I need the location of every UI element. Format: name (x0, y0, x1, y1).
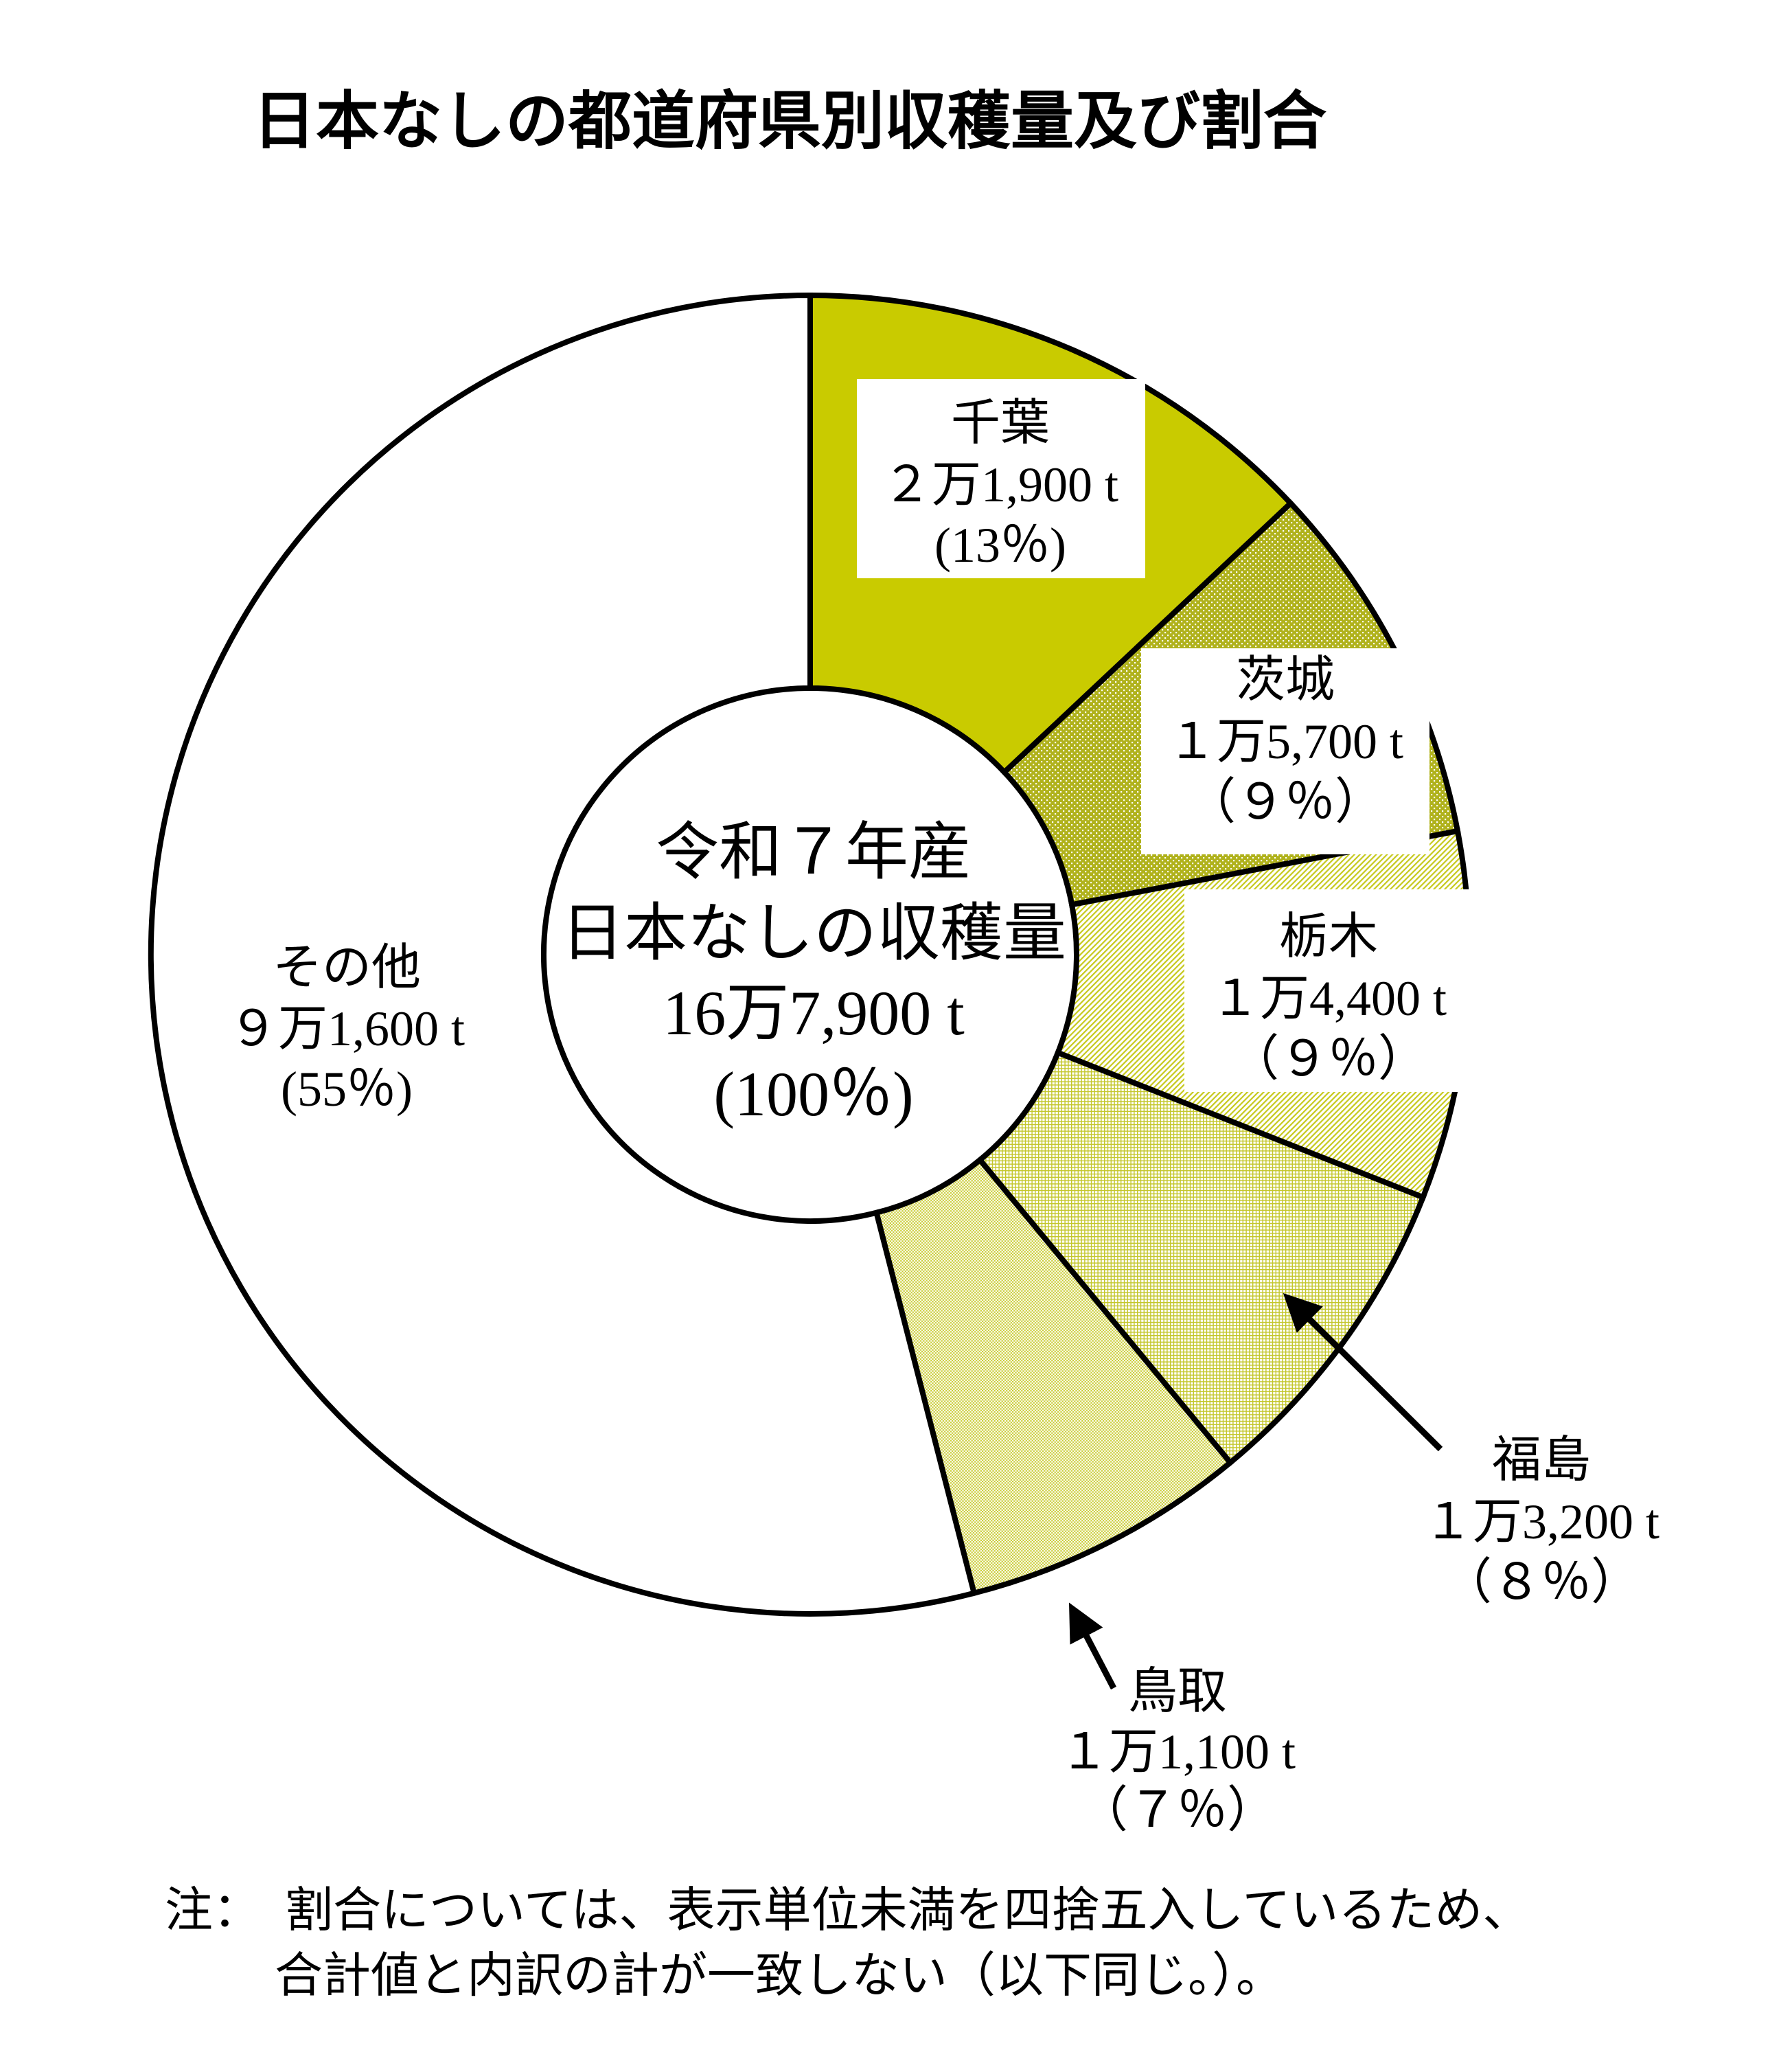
chiba-label-box (857, 379, 1145, 578)
ibaraki-name: 茨城 (1236, 652, 1335, 707)
fukushima-name: 福島 (1492, 1433, 1591, 1488)
footnote-line2: 合計値と内訳の計が一致しない（以下同じ。）。 (275, 1950, 1284, 2003)
label-ibaraki: 茨城 １万5,700 t （９％） (1141, 648, 1429, 854)
tottori-value: １万1,100 t (1059, 1724, 1296, 1779)
chart-title: 日本なしの都道府県別収穫量及び割合 (253, 87, 1326, 157)
ibaraki-value: １万5,700 t (1167, 714, 1403, 769)
tottori-percent: （７％） (1079, 1783, 1276, 1838)
label-other: その他 ９万1,600 t (55％) (229, 940, 465, 1117)
chiba-percent: (13％) (934, 518, 1066, 573)
tochigi-name: 栃木 (1279, 909, 1378, 964)
slice-fukushima (976, 1049, 1427, 1467)
slice-other (148, 292, 978, 1617)
fukushima-arrow (1283, 1292, 1443, 1452)
label-tottori: 鳥取 １万1,100 t （７％） (1059, 1602, 1296, 1838)
center-line4: (100％) (713, 1059, 913, 1129)
other-percent: (55％) (281, 1062, 413, 1117)
center-label: 令和７年産 日本なしの収穫量 16万7,900 t (100％) (561, 817, 1066, 1129)
center-line2: 日本なしの収穫量 (561, 898, 1066, 968)
tochigi-percent: （９％） (1230, 1032, 1427, 1086)
tochigi-value: １万4,400 t (1210, 971, 1447, 1026)
slice-tottori (873, 1156, 1234, 1597)
label-fukushima: 福島 １万3,200 t （８％） (1283, 1292, 1659, 1610)
label-tochigi: 栃木 １万4,400 t （９％） (1184, 889, 1473, 1092)
center-line3: 16万7,900 t (663, 978, 965, 1048)
fukushima-percent: （８％） (1443, 1555, 1640, 1610)
tottori-name: 鳥取 (1128, 1664, 1227, 1719)
tochigi-label-box (1184, 889, 1473, 1092)
chiba-name: 千葉 (951, 396, 1050, 451)
chiba-value: ２万1,900 t (882, 457, 1118, 512)
other-value: ９万1,600 t (229, 1001, 465, 1056)
fukushima-value: １万3,200 t (1423, 1494, 1659, 1549)
label-chiba: 千葉 ２万1,900 t (13％) (857, 379, 1145, 578)
ibaraki-percent: （９％） (1186, 775, 1384, 830)
other-name: その他 (273, 940, 421, 995)
center-line1: 令和７年産 (656, 817, 972, 887)
ibaraki-label-box (1141, 648, 1429, 854)
tottori-arrow (1068, 1602, 1116, 1690)
footnote-line1: 注： 割合については、表示単位未満を四捨五入しているため、 (165, 1884, 1530, 1937)
footnote: 注： 割合については、表示単位未満を四捨五入しているため、 合計値と内訳の計が一… (165, 1884, 1530, 2003)
